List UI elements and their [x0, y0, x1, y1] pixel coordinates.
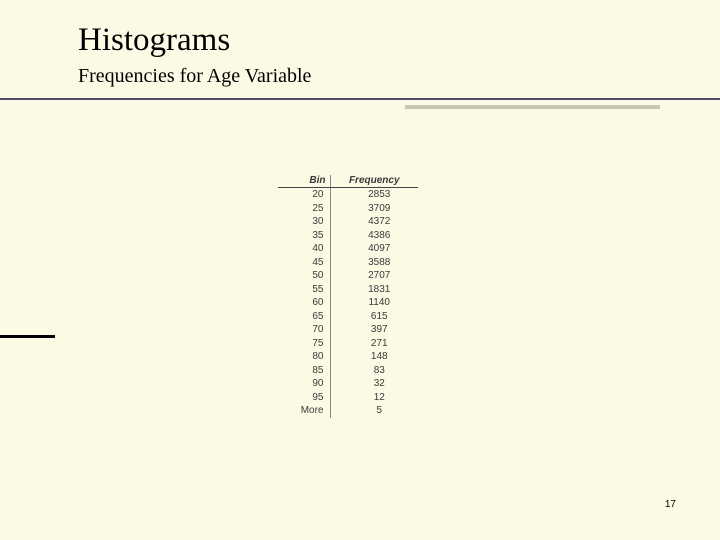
frequency-cell: 1140: [330, 296, 418, 310]
title-divider-shadow: [405, 105, 660, 109]
table-row: 9032: [278, 377, 418, 391]
frequency-cell: 2707: [330, 269, 418, 283]
table-row: 551831: [278, 283, 418, 297]
table-header-row: Bin Frequency: [278, 175, 418, 188]
table-row: 304372: [278, 215, 418, 229]
frequency-cell: 4097: [330, 242, 418, 256]
bin-cell: 20: [278, 188, 330, 202]
table-row: 75271: [278, 337, 418, 351]
table-header-bin: Bin: [278, 175, 330, 188]
frequency-cell: 148: [330, 350, 418, 364]
bin-cell: 90: [278, 377, 330, 391]
bin-cell: 40: [278, 242, 330, 256]
frequency-table-container: Bin Frequency 20285325370930437235438640…: [278, 175, 418, 418]
bin-cell: 50: [278, 269, 330, 283]
frequency-cell: 271: [330, 337, 418, 351]
frequency-cell: 397: [330, 323, 418, 337]
frequency-cell: 2853: [330, 188, 418, 202]
page-subtitle: Frequencies for Age Variable: [78, 65, 311, 88]
table-row: 202853: [278, 188, 418, 202]
table-row: 453588: [278, 256, 418, 270]
slide: Histograms Frequencies for Age Variable …: [0, 0, 720, 540]
frequency-cell: 32: [330, 377, 418, 391]
bin-cell: 45: [278, 256, 330, 270]
table-row: 65615: [278, 310, 418, 324]
page-title: Histograms: [78, 22, 230, 59]
bin-cell: 80: [278, 350, 330, 364]
frequency-cell: 3709: [330, 202, 418, 216]
bin-cell: 60: [278, 296, 330, 310]
table-row: 8583: [278, 364, 418, 378]
frequency-cell: 5: [330, 404, 418, 418]
table-row: 80148: [278, 350, 418, 364]
bin-cell: 65: [278, 310, 330, 324]
bin-cell: More: [278, 404, 330, 418]
table-row: More5: [278, 404, 418, 418]
frequency-cell: 615: [330, 310, 418, 324]
bin-cell: 75: [278, 337, 330, 351]
bin-cell: 85: [278, 364, 330, 378]
page-number: 17: [665, 499, 676, 510]
bin-cell: 35: [278, 229, 330, 243]
table-row: 502707: [278, 269, 418, 283]
table-row: 253709: [278, 202, 418, 216]
left-accent-bar: [0, 335, 55, 338]
bin-cell: 55: [278, 283, 330, 297]
table-header-frequency: Frequency: [330, 175, 418, 188]
table-row: 9512: [278, 391, 418, 405]
table-row: 404097: [278, 242, 418, 256]
frequency-cell: 4386: [330, 229, 418, 243]
frequency-cell: 3588: [330, 256, 418, 270]
table-row: 354386: [278, 229, 418, 243]
bin-cell: 30: [278, 215, 330, 229]
bin-cell: 95: [278, 391, 330, 405]
table-row: 70397: [278, 323, 418, 337]
bin-cell: 70: [278, 323, 330, 337]
title-divider: [0, 98, 720, 100]
frequency-cell: 4372: [330, 215, 418, 229]
bin-cell: 25: [278, 202, 330, 216]
frequency-cell: 12: [330, 391, 418, 405]
frequency-cell: 1831: [330, 283, 418, 297]
frequency-table: Bin Frequency 20285325370930437235438640…: [278, 175, 418, 418]
table-row: 601140: [278, 296, 418, 310]
frequency-cell: 83: [330, 364, 418, 378]
